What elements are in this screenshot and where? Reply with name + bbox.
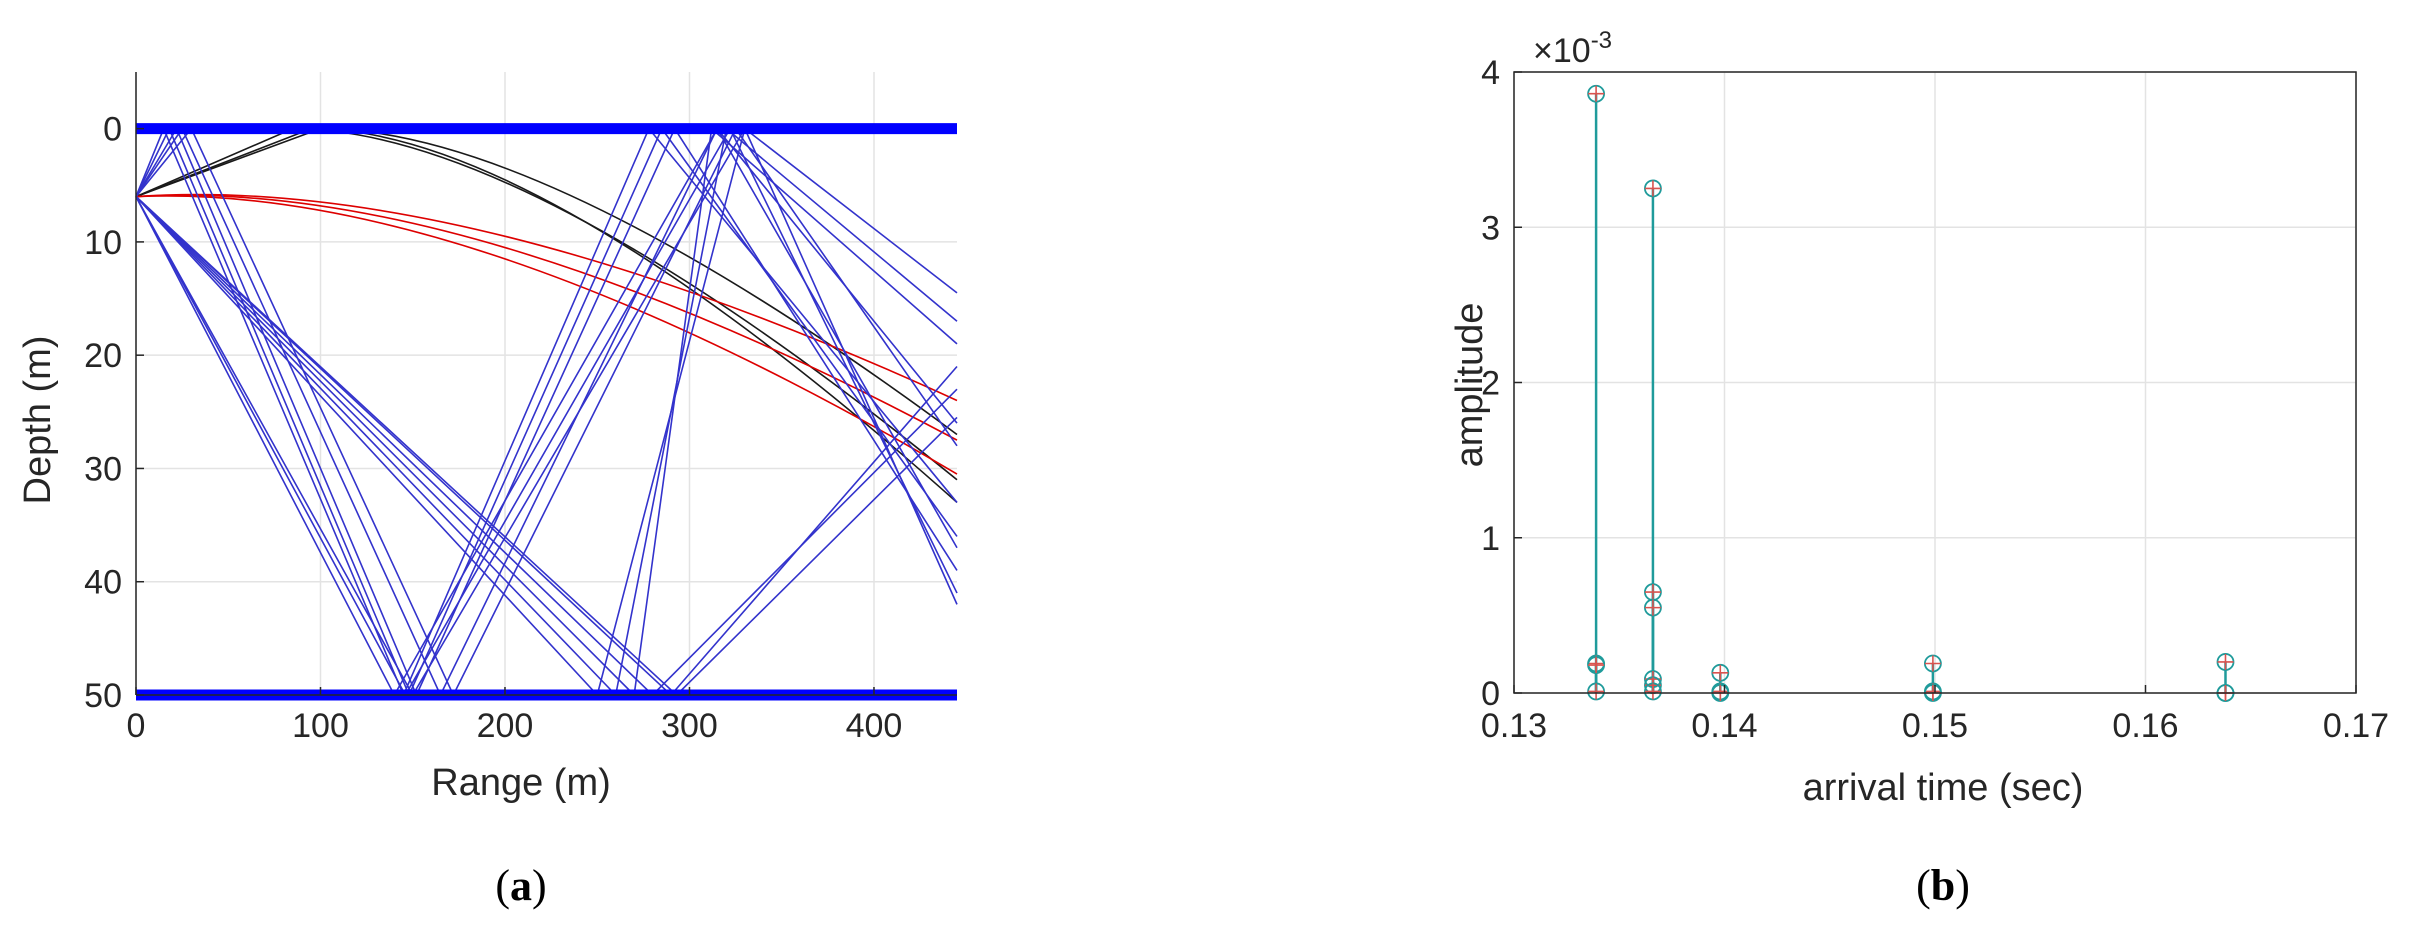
x-tick-label: 200 — [477, 707, 534, 745]
arrivals-ticks: 0.13 0.14 0.15 0.16 0.17 0 1 2 3 4 — [1481, 54, 2389, 745]
stem-marker — [1644, 179, 1662, 198]
ray-trace-axes — [135, 72, 957, 696]
blue-ray — [135, 127, 958, 697]
red-ray — [135, 194, 958, 441]
stem-marker — [1644, 682, 1662, 701]
x-tick-label: 0.15 — [1902, 707, 1968, 745]
stem-marker — [1587, 84, 1605, 103]
x-tick-label: 400 — [846, 707, 903, 745]
y-tick-label: 1 — [1481, 520, 1500, 558]
x-tick-label: 0.14 — [1691, 707, 1757, 745]
y-tick-label: 10 — [84, 224, 122, 262]
x-tick-label: 300 — [661, 707, 718, 745]
y-exponent-label: ×10-3 — [1533, 27, 1612, 70]
stem-marker — [2216, 653, 2235, 671]
arrivals-panel: 0.13 0.14 0.15 0.16 0.17 0 1 2 3 4 ×10-3 arrival … — [1449, 27, 2389, 910]
x-tick-label: 100 — [292, 707, 349, 745]
arrivals-stems — [1587, 84, 2235, 702]
stem-marker — [1711, 663, 1730, 682]
stem-marker — [1587, 656, 1605, 674]
red-ray — [135, 193, 958, 402]
ray-trace-xlabel: Range (m) — [431, 762, 611, 804]
red-ray — [135, 195, 958, 475]
caption-b: (b) — [1916, 861, 1970, 910]
y-tick-label: 3 — [1481, 209, 1500, 247]
x-tick-label: 0.13 — [1481, 707, 1547, 745]
y-tick-label: 4 — [1481, 54, 1500, 92]
caption-a: (a) — [495, 861, 546, 910]
arrivals-ylabel: amplitude — [1449, 303, 1491, 468]
stem-marker — [1923, 654, 1942, 673]
y-tick-label: 30 — [84, 450, 122, 488]
y-tick-label: 0 — [1481, 675, 1500, 713]
blue-ray — [135, 127, 958, 697]
y-tick-label: 20 — [84, 337, 122, 375]
blue-ray — [135, 127, 958, 697]
y-tick-label: 50 — [84, 677, 122, 715]
stem-marker — [1644, 598, 1662, 617]
blue-ray — [135, 126, 958, 697]
y-tick-label: 40 — [84, 564, 122, 602]
arrivals-xlabel: arrival time (sec) — [1803, 767, 2084, 809]
x-tick-label: 0.16 — [2112, 707, 2178, 745]
x-tick-label: 0 — [127, 707, 146, 745]
blue-ray — [135, 126, 958, 697]
stem-marker — [1644, 583, 1662, 601]
ray-trace-panel: 0 100 200 300 400 0 10 20 30 40 50 Range (m) Depth… — [17, 72, 958, 910]
y-tick-label: 0 — [103, 111, 122, 149]
y-tick-label: 2 — [1481, 365, 1500, 403]
ray-trace-ticks: 0 100 200 300 400 0 10 20 30 40 50 — [84, 111, 902, 745]
stem-marker — [1587, 682, 1605, 701]
x-tick-label: 0.17 — [2323, 707, 2389, 745]
ray-trace-ylabel: Depth (m) — [17, 336, 59, 505]
